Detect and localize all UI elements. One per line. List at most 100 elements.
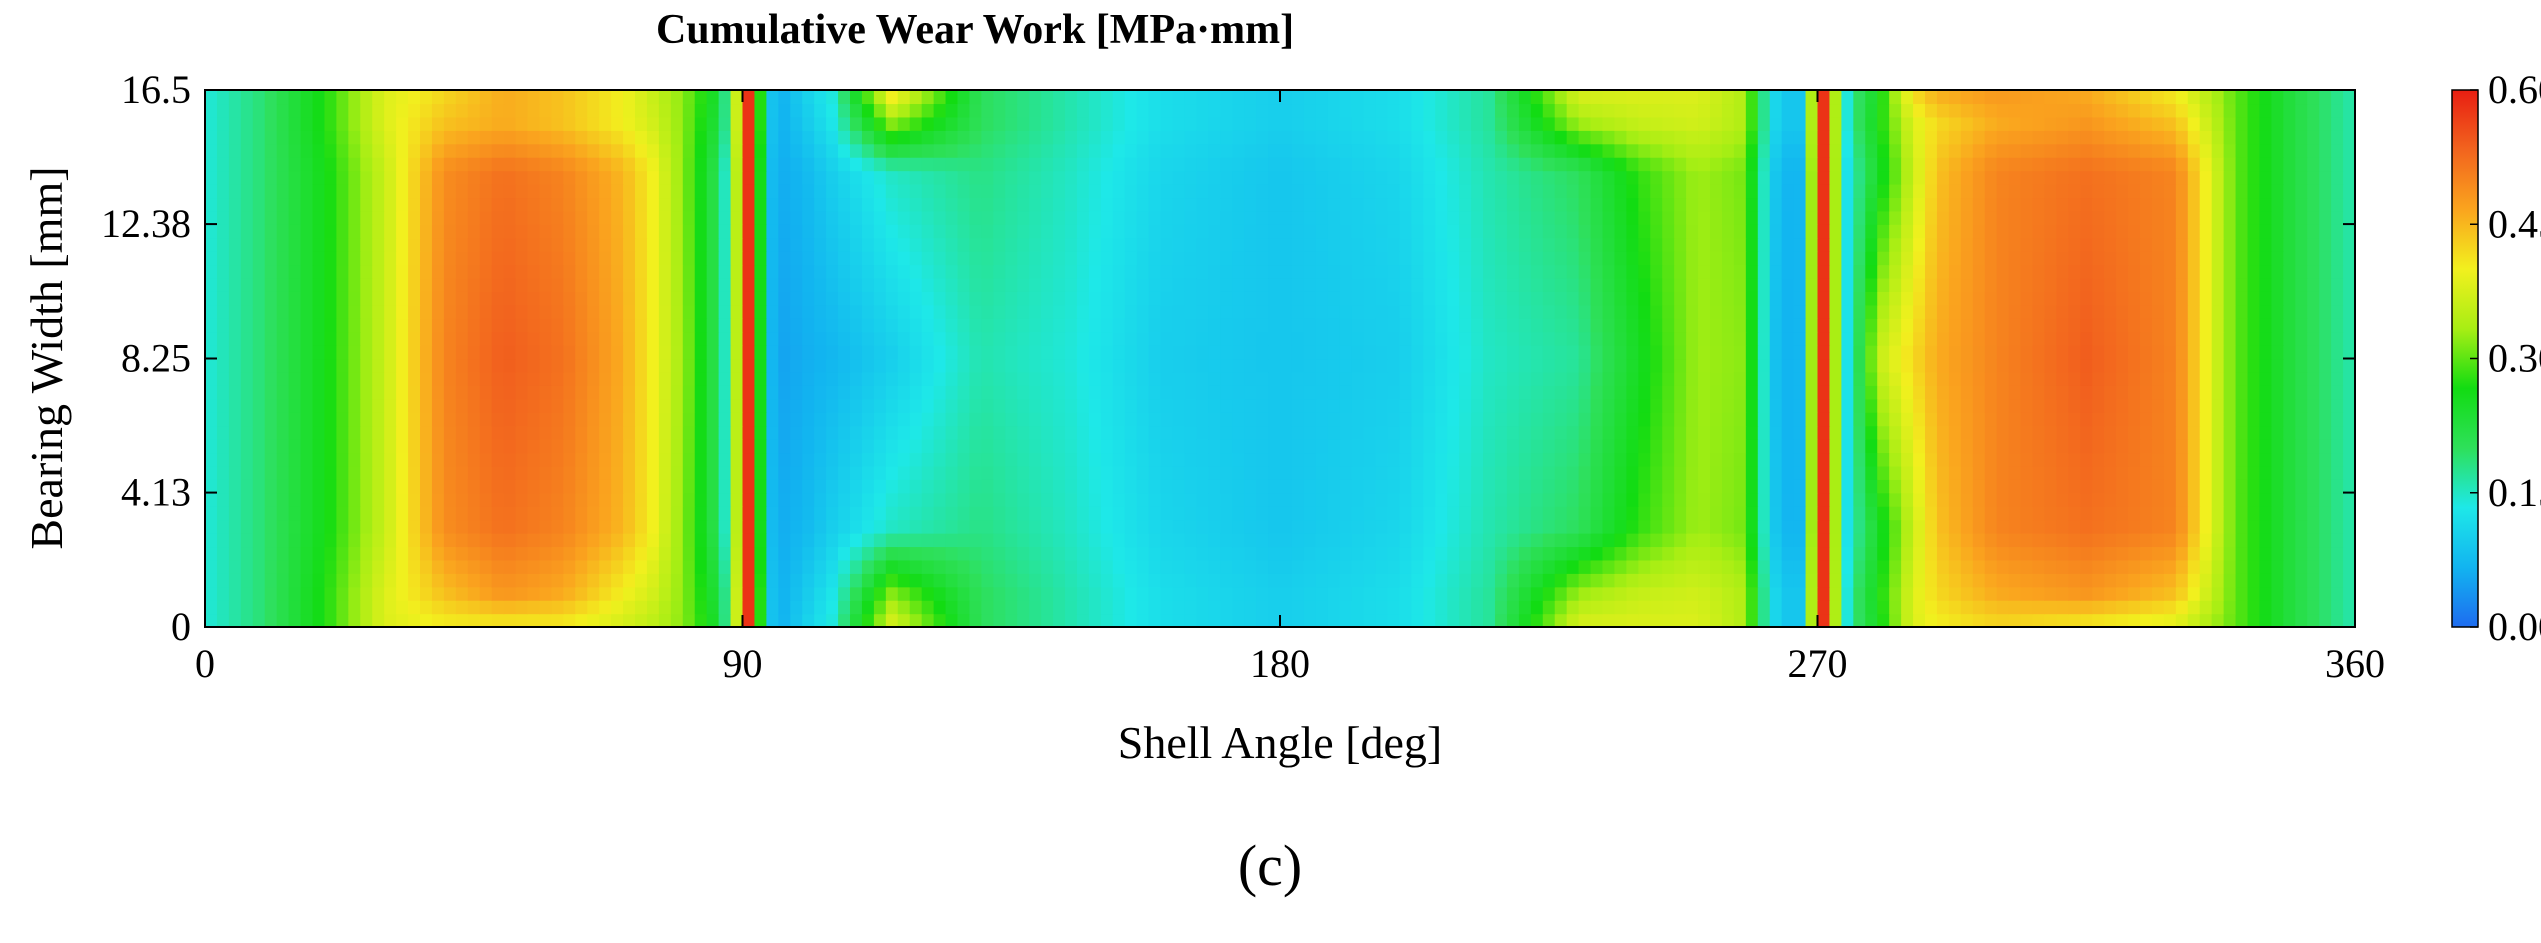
- heatmap-cell: [2020, 425, 2034, 440]
- heatmap-cell: [814, 559, 827, 574]
- heatmap-cell: [885, 452, 899, 467]
- heatmap-cell: [1220, 506, 1233, 521]
- heatmap-cell: [2223, 533, 2237, 548]
- heatmap-cell: [1327, 277, 1341, 292]
- heatmap-cell: [2080, 385, 2093, 400]
- heatmap-cell: [312, 586, 326, 601]
- heatmap-cell: [1805, 371, 1819, 386]
- heatmap-cell: [873, 251, 887, 266]
- heatmap-cell: [1769, 600, 1783, 615]
- heatmap-cell: [1148, 452, 1162, 467]
- heatmap-cell: [1029, 506, 1042, 521]
- heatmap-cell: [1351, 385, 1365, 400]
- heatmap-cell: [348, 251, 361, 266]
- heatmap-cell: [515, 559, 529, 574]
- heatmap-cell: [491, 291, 505, 306]
- heatmap-cell: [909, 264, 923, 279]
- heatmap-cell: [885, 331, 899, 346]
- heatmap-cell: [718, 519, 732, 534]
- heatmap-cell: [1399, 546, 1412, 561]
- heatmap-cell: [2116, 546, 2129, 561]
- heatmap-cell: [431, 264, 445, 279]
- heatmap-cell: [885, 371, 899, 386]
- heatmap-cell: [1256, 371, 1269, 386]
- heatmap-cell: [431, 291, 445, 306]
- heatmap-cell: [455, 371, 469, 386]
- heatmap-cell: [790, 452, 803, 467]
- heatmap-cell: [754, 345, 767, 360]
- heatmap-cell: [431, 439, 445, 454]
- heatmap-cell: [2032, 519, 2046, 534]
- heatmap-cell: [2151, 304, 2165, 319]
- heatmap-cell: [1650, 559, 1663, 574]
- heatmap-cell: [1160, 613, 1174, 628]
- heatmap-cell: [1518, 425, 1532, 440]
- heatmap-cell: [372, 291, 385, 306]
- heatmap-cell: [384, 371, 397, 386]
- heatmap-cell: [1590, 439, 1604, 454]
- heatmap-cell: [1614, 264, 1627, 279]
- heatmap-cell: [1805, 277, 1819, 292]
- heatmap-cell: [348, 264, 361, 279]
- heatmap-cell: [1041, 519, 1054, 534]
- heatmap-cell: [1387, 264, 1401, 279]
- heatmap-cell: [2020, 304, 2034, 319]
- heatmap-cell: [1674, 277, 1687, 292]
- heatmap-cell: [336, 291, 349, 306]
- heatmap-cell: [1172, 358, 1186, 373]
- heatmap-cell: [1984, 358, 1998, 373]
- heatmap-cell: [1423, 452, 1436, 467]
- heatmap-cell: [2319, 519, 2332, 534]
- heatmap-cell: [1925, 277, 1938, 292]
- heatmap-cell: [1793, 398, 1807, 413]
- heatmap-cell: [1327, 398, 1341, 413]
- heatmap-cell: [1280, 331, 1293, 346]
- heatmap-cell: [360, 465, 373, 480]
- heatmap-cell: [1566, 264, 1580, 279]
- heatmap-cell: [1626, 559, 1639, 574]
- heatmap-cell: [635, 479, 648, 494]
- heatmap-cell: [611, 304, 624, 319]
- heatmap-cell: [778, 492, 791, 507]
- heatmap-cell: [1698, 371, 1711, 386]
- heatmap-cell: [491, 358, 505, 373]
- heatmap-cell: [1841, 559, 1854, 574]
- heatmap-cell: [1614, 613, 1627, 628]
- heatmap-cell: [1053, 412, 1066, 427]
- heatmap-cell: [1041, 600, 1054, 615]
- heatmap-cell: [1495, 304, 1508, 319]
- heatmap-cell: [2235, 600, 2249, 615]
- heatmap-cell: [778, 251, 791, 266]
- heatmap-cell: [1160, 586, 1174, 601]
- heatmap-cell: [1053, 304, 1066, 319]
- heatmap-cell: [1447, 533, 1460, 548]
- heatmap-cell: [1602, 371, 1616, 386]
- heatmap-cell: [1399, 291, 1412, 306]
- heatmap-cell: [216, 573, 230, 588]
- heatmap-cell: [635, 358, 648, 373]
- heatmap-cell: [2319, 291, 2332, 306]
- heatmap-cell: [479, 465, 493, 480]
- heatmap-cell: [431, 506, 445, 521]
- heatmap-cell: [1757, 385, 1771, 400]
- heatmap-cell: [1005, 492, 1018, 507]
- heatmap-cell: [706, 291, 720, 306]
- heatmap-cell: [646, 291, 660, 306]
- heatmap-cell: [2283, 586, 2296, 601]
- heatmap-cell: [1280, 318, 1293, 333]
- heatmap-cell: [1889, 358, 1902, 373]
- heatmap-cell: [1578, 439, 1592, 454]
- heatmap-cell: [491, 600, 505, 615]
- heatmap-cell: [1495, 371, 1508, 386]
- heatmap-cell: [826, 479, 839, 494]
- heatmap-cell: [348, 318, 361, 333]
- heatmap-cell: [873, 385, 887, 400]
- heatmap-cell: [1733, 533, 1747, 548]
- heatmap-cell: [1041, 506, 1054, 521]
- heatmap-cell: [897, 506, 911, 521]
- heatmap-cell: [205, 331, 218, 346]
- heatmap-cell: [1650, 331, 1663, 346]
- heatmap-cell: [957, 318, 971, 333]
- heatmap-cell: [790, 439, 803, 454]
- heatmap-cell: [527, 506, 541, 521]
